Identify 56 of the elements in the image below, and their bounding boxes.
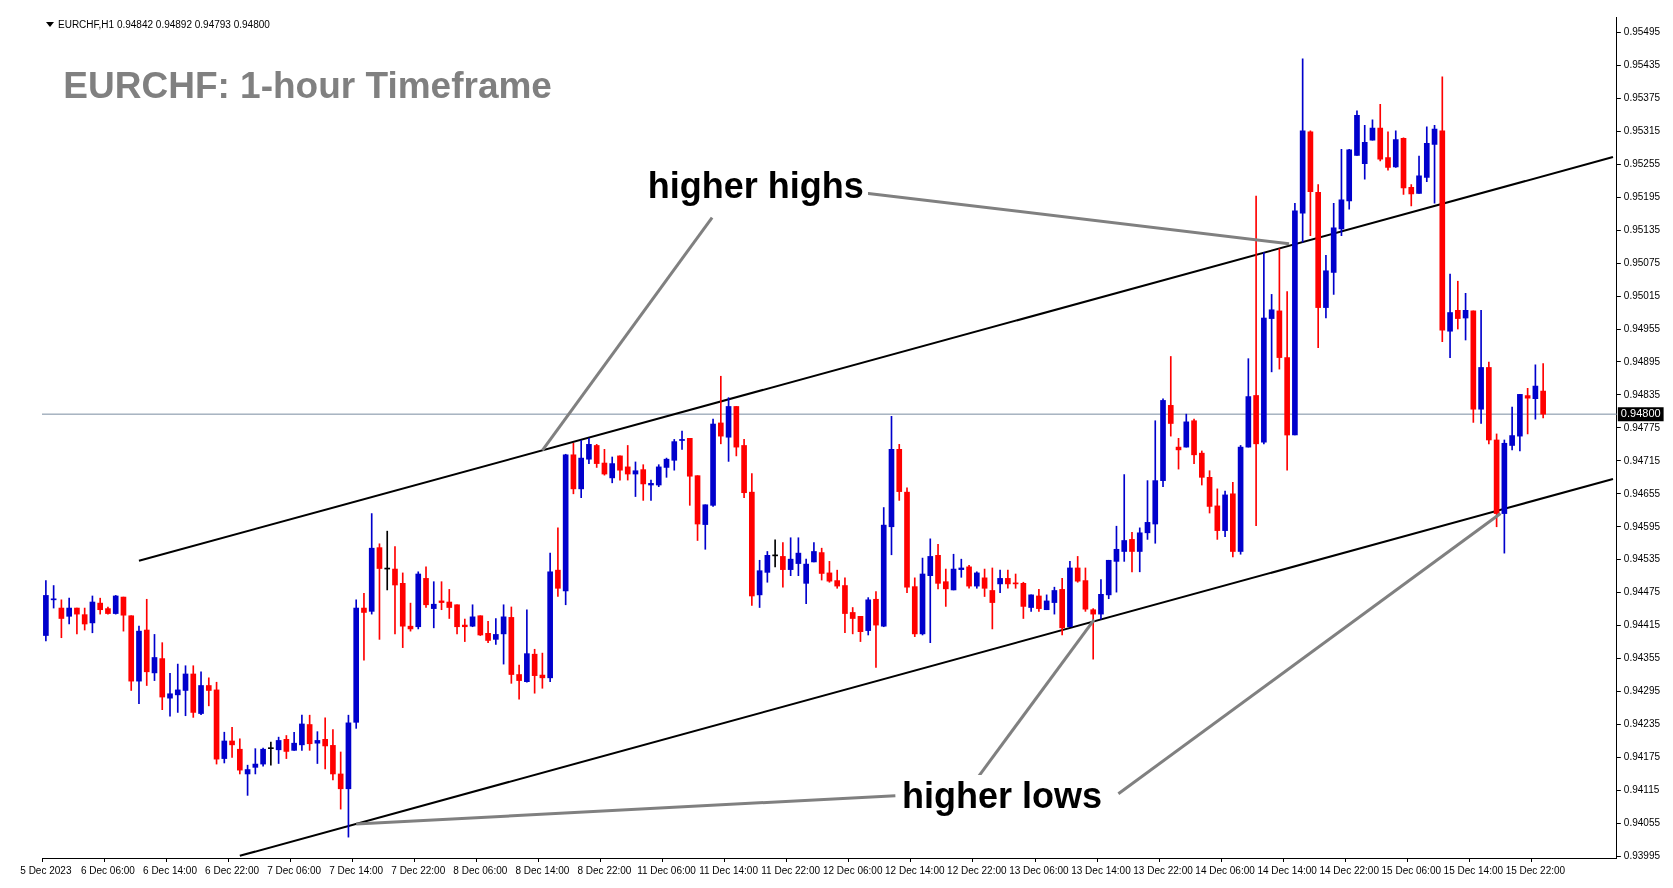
y-tick-label: 0.95435 [1623, 59, 1661, 71]
y-tick-label: 0.95195 [1623, 190, 1661, 202]
y-tick-label: 0.94175 [1623, 751, 1661, 763]
x-tick-label: 15 Dec 06:00 [1381, 864, 1442, 876]
y-tick-label: 0.94055 [1623, 817, 1661, 829]
y-tick-label: 0.95135 [1623, 223, 1661, 235]
x-tick-label: 12 Dec 14:00 [885, 864, 945, 876]
x-tick-label: 11 Dec 22:00 [761, 864, 821, 876]
y-tick-label: 0.94595 [1623, 520, 1661, 532]
x-tick-label: 13 Dec 22:00 [1133, 864, 1194, 876]
x-tick-label: 6 Dec 06:00 [80, 864, 136, 876]
y-tick-label: 0.95495 [1623, 26, 1661, 38]
y-tick-label: 0.95255 [1623, 157, 1661, 169]
x-tick-label: 15 Dec 22:00 [1505, 864, 1566, 876]
x-tick-label: 14 Dec 22:00 [1319, 864, 1380, 876]
y-tick-label: 0.94835 [1623, 388, 1661, 400]
y-tick-label: 0.95075 [1623, 256, 1661, 268]
x-tick-label: 6 Dec 22:00 [205, 864, 260, 876]
y-tick-label: 0.94295 [1623, 685, 1661, 697]
x-tick-label: 12 Dec 06:00 [822, 864, 883, 876]
x-tick-label: 12 Dec 22:00 [947, 864, 1007, 876]
y-tick-label: 0.95375 [1623, 92, 1661, 104]
y-tick-label: 0.94475 [1623, 586, 1661, 598]
y-tick-label: 0.95015 [1623, 289, 1661, 301]
x-tick-label: 11 Dec 06:00 [637, 864, 697, 876]
x-tick-label: 7 Dec 06:00 [267, 864, 322, 876]
x-tick-label: 15 Dec 14:00 [1443, 864, 1504, 876]
x-tick-label: 14 Dec 06:00 [1195, 864, 1256, 876]
y-tick-label: 0.94715 [1623, 454, 1661, 466]
y-tick-label: 0.95315 [1623, 125, 1661, 137]
y-tick-label: 0.94775 [1623, 421, 1661, 433]
annotation: higher highs [643, 165, 868, 208]
x-tick-label: 13 Dec 14:00 [1071, 864, 1132, 876]
x-tick-label: 14 Dec 14:00 [1257, 864, 1318, 876]
y-tick-label: 0.94235 [1623, 718, 1661, 730]
y-tick-label: 0.94655 [1623, 487, 1661, 499]
annotation: higher lows [898, 774, 1107, 817]
y-tick-label: 0.94115 [1623, 784, 1660, 796]
x-tick-label: 11 Dec 14:00 [699, 864, 759, 876]
x-tick-label: 6 Dec 14:00 [143, 864, 198, 876]
y-tick-label: 0.94535 [1623, 553, 1661, 565]
y-tick-label: 0.94415 [1623, 619, 1661, 631]
x-tick-label: 7 Dec 22:00 [391, 864, 446, 876]
chart-subtitle: EURCHF,H1 0.94842 0.94892 0.94793 0.94800 [58, 19, 270, 30]
text: EURCHF: 1-hour Timeframe [63, 65, 552, 108]
x-tick-label: 13 Dec 06:00 [1009, 864, 1070, 876]
y-tick-label: 0.93995 [1623, 850, 1661, 862]
x-tick-label: 8 Dec 06:00 [453, 864, 508, 876]
x-tick-label: 7 Dec 14:00 [329, 864, 384, 876]
y-tick-label: 0.94895 [1623, 355, 1661, 367]
y-tick-label: 0.94955 [1623, 322, 1661, 334]
y-tick-label: 0.94355 [1623, 652, 1661, 664]
x-tick-label: 5 Dec 2023 [20, 864, 72, 876]
ref-line-label: 0.94800 [1620, 407, 1661, 420]
x-tick-label: 8 Dec 14:00 [515, 864, 570, 876]
x-tick-label: 8 Dec 22:00 [577, 864, 632, 876]
